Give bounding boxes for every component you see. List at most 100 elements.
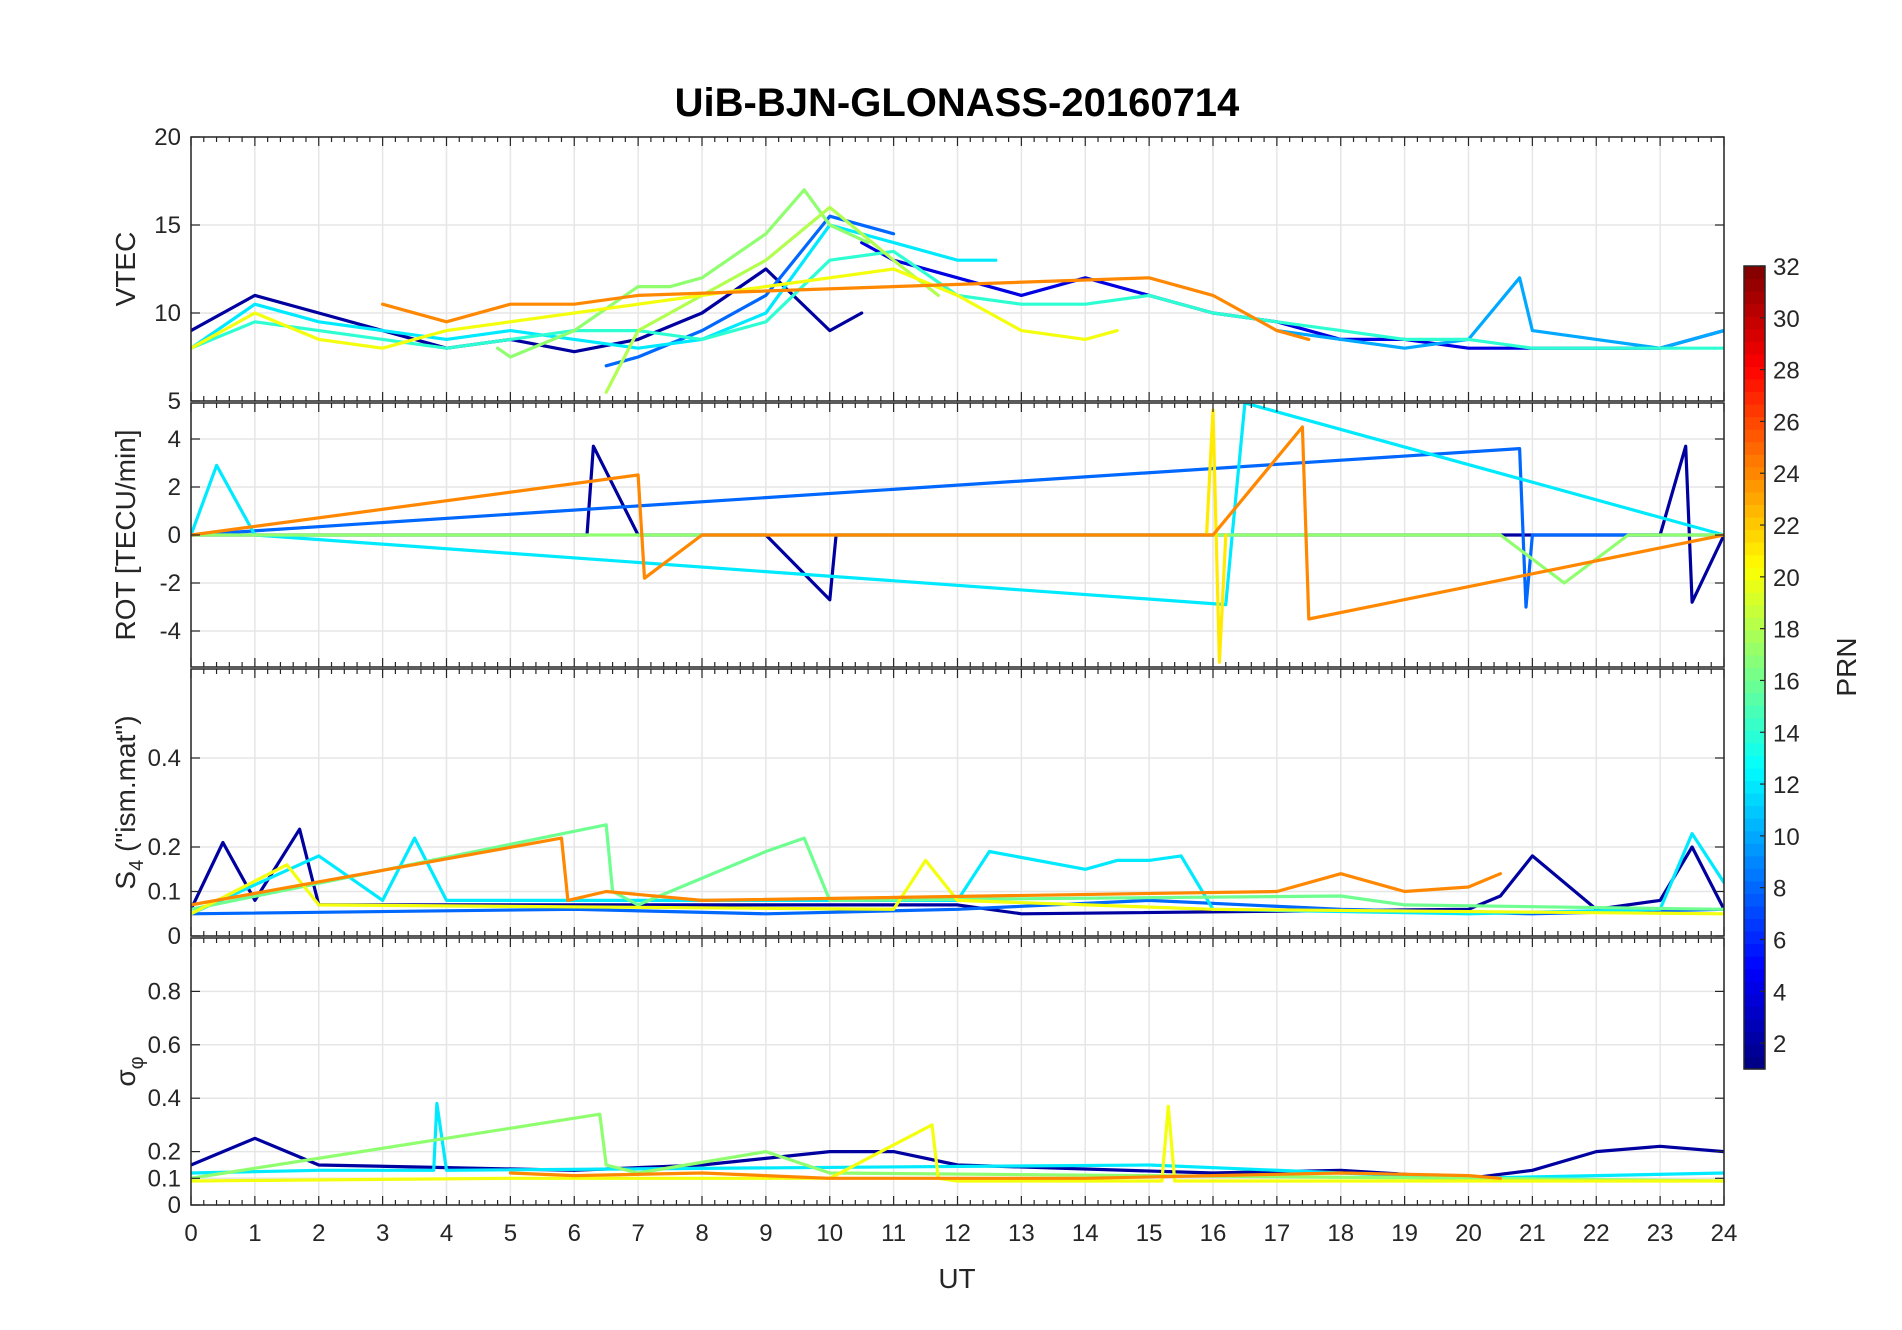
colorbar-segment	[1744, 805, 1765, 819]
colorbar-segment	[1744, 654, 1765, 669]
series-group	[191, 188, 1724, 394]
x-tick-label: 7	[631, 1220, 644, 1247]
colorbar-segment	[1744, 466, 1765, 480]
colorbar-tick-label: 12	[1773, 772, 1800, 799]
x-tick-label: 9	[759, 1220, 772, 1247]
colorbar-tick-label: 14	[1773, 720, 1800, 747]
y-tick-label: -4	[160, 618, 181, 645]
x-tick-label: 14	[1072, 1220, 1099, 1247]
colorbar-segment	[1744, 303, 1765, 317]
x-tick-label: 1	[248, 1220, 261, 1247]
colorbar-segment	[1744, 830, 1765, 844]
x-tick-label: 15	[1136, 1220, 1163, 1247]
colorbar-tick-label: 8	[1773, 876, 1786, 903]
colorbar-segment	[1744, 378, 1765, 393]
colorbar-segment	[1744, 792, 1765, 807]
x-tick-label: 21	[1519, 1220, 1546, 1247]
x-tick-label: 5	[504, 1220, 517, 1247]
x-tick-label: 18	[1327, 1220, 1354, 1247]
series-prn-24	[191, 836, 1502, 907]
colorbar-segment	[1744, 868, 1765, 882]
colorbar-segment	[1744, 968, 1765, 982]
y-tick-label: 0.1	[148, 1165, 181, 1192]
x-tick-label: 22	[1583, 1220, 1610, 1247]
colorbar-label: PRN	[1831, 637, 1862, 696]
panel-vtec: 5 10 15 20 VTEC	[110, 124, 1725, 415]
colorbar-segment	[1744, 742, 1765, 756]
series-group	[191, 1101, 1724, 1183]
colorbar-segment	[1744, 491, 1765, 505]
colorbar-segment	[1744, 366, 1765, 380]
series-prn-17	[191, 1112, 1724, 1183]
y-axis-label: σφ	[110, 1056, 148, 1086]
colorbar-segment	[1744, 956, 1765, 970]
series-prn-24	[508, 1171, 1502, 1180]
series-prn-24	[381, 276, 1311, 341]
colorbar-segment	[1744, 1056, 1765, 1070]
series-prn-2	[191, 827, 1724, 916]
colorbar-segment	[1744, 617, 1765, 631]
colorbar-segment	[1744, 479, 1765, 493]
series-prn-10	[1275, 276, 1724, 350]
colorbar-segment	[1744, 328, 1765, 342]
x-tick-label: 4	[440, 1220, 453, 1247]
y-tick-label: 15	[154, 212, 181, 239]
colorbar-segment	[1744, 278, 1765, 292]
y-tick-label: 0	[168, 522, 181, 549]
x-tick-label: 0	[184, 1220, 197, 1247]
panel-s4: 0 0.1 0.2 0.4S4 ("ism.mat")	[110, 668, 1725, 950]
series-prn-20	[191, 267, 1119, 350]
colorbar-segment	[1744, 291, 1765, 305]
colorbar-segment	[1744, 542, 1765, 556]
y-tick-label: 0.6	[148, 1032, 181, 1059]
y-tick-label: 5	[168, 388, 181, 415]
colorbar-segment	[1744, 730, 1765, 744]
colorbar-segment	[1744, 905, 1765, 920]
chart-title: UiB-BJN-GLONASS-20160714	[675, 81, 1240, 125]
series-prn-16	[191, 823, 1724, 911]
x-tick-label: 19	[1391, 1220, 1418, 1247]
colorbar-segment	[1744, 680, 1765, 694]
y-tick-label: 0.2	[148, 834, 181, 861]
colorbar-segment	[1744, 429, 1765, 443]
colorbar-segment	[1744, 1043, 1765, 1058]
x-tick-label: 6	[568, 1220, 581, 1247]
x-tick-label: 3	[376, 1220, 389, 1247]
colorbar-segment	[1744, 529, 1765, 543]
series-prn-8	[604, 214, 896, 368]
colorbar-segment	[1744, 981, 1765, 995]
colorbar-segment	[1744, 893, 1765, 907]
x-tick-label: 8	[695, 1220, 708, 1247]
x-tick-label: 16	[1200, 1220, 1227, 1247]
colorbar-tick-label: 10	[1773, 824, 1800, 851]
colorbar-box	[1743, 265, 1766, 1070]
y-tick-label: 0.2	[148, 1139, 181, 1166]
series-prn-24	[191, 425, 1724, 621]
colorbar-tick-label: 28	[1773, 358, 1800, 385]
y-tick-label: 2	[168, 474, 181, 501]
colorbar-segment	[1744, 567, 1765, 581]
y-tick-label: 10	[154, 300, 181, 327]
colorbar-segment	[1744, 504, 1765, 518]
series-group	[191, 403, 1724, 664]
colorbar-segment	[1744, 416, 1765, 430]
x-tick-label: 12	[944, 1220, 971, 1247]
colorbar-segment	[1744, 1031, 1765, 1045]
y-tick-label: 20	[154, 124, 181, 151]
colorbar-segment	[1744, 316, 1765, 330]
series-prn-2	[191, 444, 1724, 604]
colorbar-tick-label: 22	[1773, 513, 1800, 540]
panel-rot: -4 -2 0 2 4 ROT [TECU/min]	[110, 402, 1725, 668]
series-prn-12	[191, 403, 1724, 607]
colorbar-tick-label: 16	[1773, 668, 1800, 695]
colorbar-segment	[1744, 780, 1765, 794]
colorbar-segment	[1744, 667, 1765, 681]
colorbar-tick-label: 24	[1773, 461, 1800, 488]
colorbar-segment	[1744, 642, 1765, 656]
colorbar-segment	[1744, 918, 1765, 932]
colorbar-segment	[1744, 767, 1765, 782]
y-axis-label: S4 ("ism.mat")	[110, 715, 148, 889]
